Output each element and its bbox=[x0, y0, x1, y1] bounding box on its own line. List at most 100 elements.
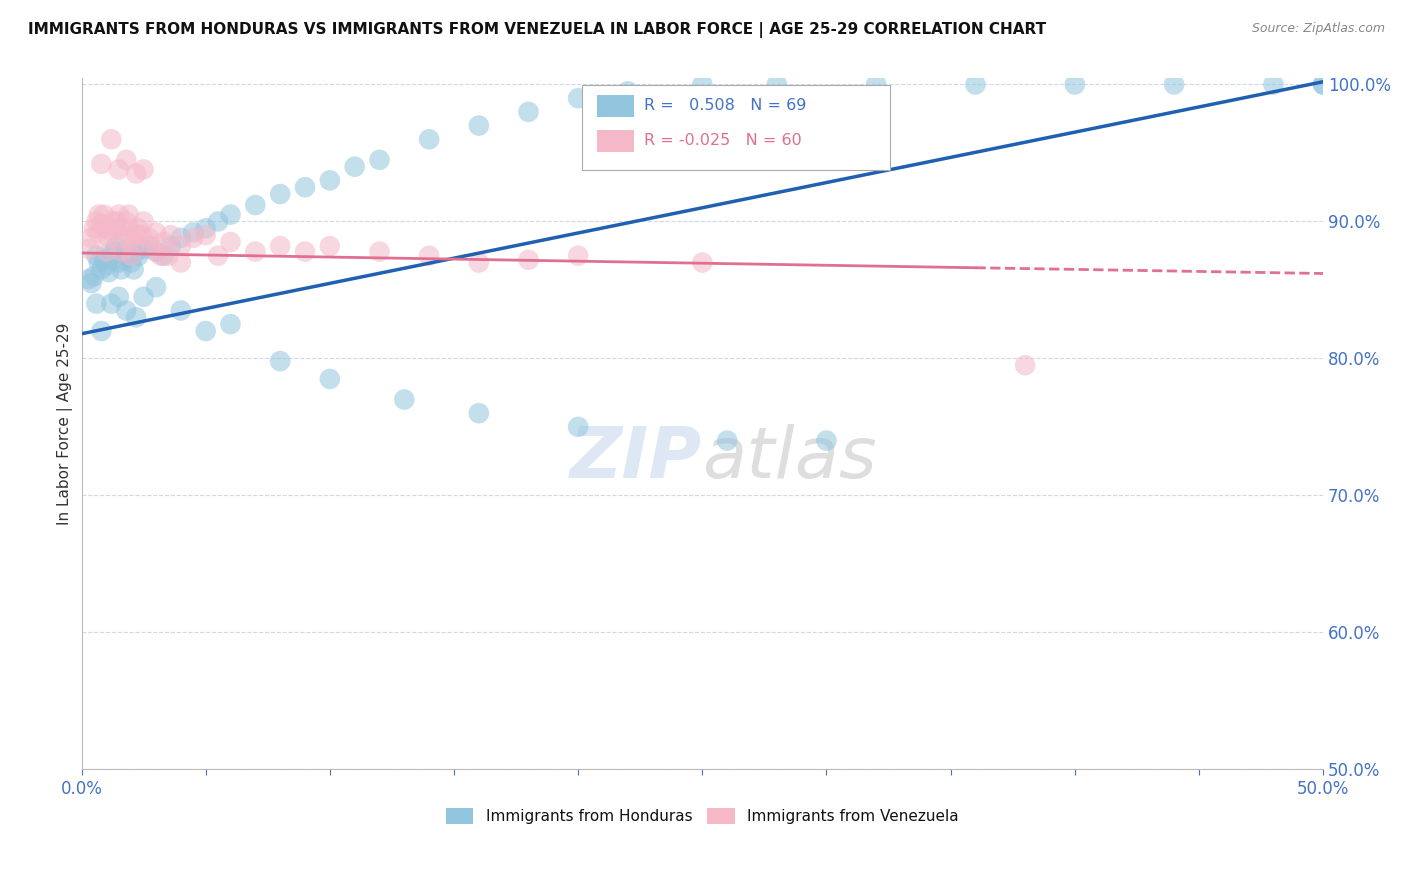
Point bbox=[100, 249, 122, 263]
Point bbox=[93, 252, 115, 267]
Point bbox=[145, 244, 167, 259]
Point bbox=[132, 214, 155, 228]
Point bbox=[567, 91, 589, 105]
Point bbox=[103, 214, 125, 228]
Point bbox=[319, 239, 342, 253]
Point bbox=[115, 242, 138, 256]
Point bbox=[107, 162, 129, 177]
Point bbox=[1312, 78, 1334, 92]
Point bbox=[122, 262, 145, 277]
Point bbox=[319, 372, 342, 386]
Point bbox=[418, 132, 440, 146]
Point bbox=[368, 244, 391, 259]
Point bbox=[194, 221, 217, 235]
Point bbox=[122, 239, 145, 253]
Point bbox=[394, 392, 416, 407]
Point bbox=[160, 239, 183, 253]
Point bbox=[319, 173, 342, 187]
Point bbox=[138, 239, 160, 253]
Point bbox=[110, 244, 132, 259]
Point bbox=[80, 231, 103, 245]
Text: IMMIGRANTS FROM HONDURAS VS IMMIGRANTS FROM VENEZUELA IN LABOR FORCE | AGE 25-29: IMMIGRANTS FROM HONDURAS VS IMMIGRANTS F… bbox=[28, 22, 1046, 38]
Point bbox=[112, 231, 135, 245]
Point bbox=[90, 262, 112, 277]
Point bbox=[567, 420, 589, 434]
Point bbox=[100, 132, 122, 146]
Point bbox=[468, 119, 491, 133]
Point bbox=[207, 249, 229, 263]
Point bbox=[132, 162, 155, 177]
Point bbox=[716, 434, 738, 448]
Point bbox=[368, 153, 391, 167]
Point bbox=[118, 221, 141, 235]
Point bbox=[517, 252, 540, 267]
Point bbox=[132, 242, 155, 256]
Point bbox=[170, 303, 193, 318]
Point bbox=[1312, 78, 1334, 92]
Text: ZIP: ZIP bbox=[569, 424, 703, 492]
Point bbox=[90, 324, 112, 338]
Point bbox=[181, 226, 204, 240]
Point bbox=[145, 244, 167, 259]
Point bbox=[145, 280, 167, 294]
Point bbox=[96, 244, 118, 259]
Point bbox=[138, 231, 160, 245]
Point bbox=[1014, 358, 1036, 372]
Point bbox=[157, 249, 180, 263]
Point bbox=[692, 78, 714, 92]
Legend: Immigrants from Honduras, Immigrants from Venezuela: Immigrants from Honduras, Immigrants fro… bbox=[446, 808, 959, 824]
Point bbox=[128, 249, 150, 263]
Point bbox=[219, 235, 242, 249]
Point bbox=[83, 269, 105, 284]
Point bbox=[132, 290, 155, 304]
Point bbox=[86, 296, 108, 310]
Y-axis label: In Labor Force | Age 25-29: In Labor Force | Age 25-29 bbox=[58, 322, 73, 524]
Point bbox=[152, 235, 174, 249]
Point bbox=[468, 255, 491, 269]
Point bbox=[149, 249, 172, 263]
Point bbox=[97, 265, 120, 279]
Point bbox=[105, 214, 128, 228]
Point bbox=[115, 303, 138, 318]
Point bbox=[343, 160, 366, 174]
Point bbox=[468, 406, 491, 420]
Point bbox=[86, 249, 108, 263]
Bar bbox=[596, 95, 634, 117]
Point bbox=[129, 228, 152, 243]
Point bbox=[128, 221, 150, 235]
Point bbox=[115, 214, 138, 228]
Point bbox=[90, 217, 112, 231]
Point bbox=[97, 231, 120, 245]
Point bbox=[160, 228, 183, 243]
Point bbox=[96, 258, 118, 272]
Point bbox=[1063, 78, 1085, 92]
Point bbox=[145, 226, 167, 240]
Point bbox=[170, 255, 193, 269]
Point bbox=[77, 272, 100, 286]
Point bbox=[125, 310, 148, 325]
Point bbox=[294, 180, 316, 194]
Point bbox=[105, 221, 128, 235]
Text: R = -0.025   N = 60: R = -0.025 N = 60 bbox=[644, 133, 801, 148]
Point bbox=[617, 84, 640, 98]
Point bbox=[865, 78, 887, 92]
FancyBboxPatch shape bbox=[582, 86, 890, 170]
Point bbox=[80, 276, 103, 290]
Point bbox=[107, 290, 129, 304]
Point bbox=[219, 208, 242, 222]
Point bbox=[100, 296, 122, 310]
Point bbox=[125, 228, 148, 243]
Point bbox=[139, 239, 162, 253]
Point bbox=[194, 228, 217, 243]
Point bbox=[120, 249, 142, 263]
Point bbox=[87, 226, 110, 240]
Point bbox=[100, 226, 122, 240]
Point bbox=[96, 221, 118, 235]
Point bbox=[219, 317, 242, 331]
Point bbox=[1163, 78, 1185, 92]
Point bbox=[567, 249, 589, 263]
Point bbox=[83, 221, 105, 235]
Bar bbox=[596, 129, 634, 152]
Point bbox=[105, 239, 128, 253]
Point bbox=[766, 78, 789, 92]
